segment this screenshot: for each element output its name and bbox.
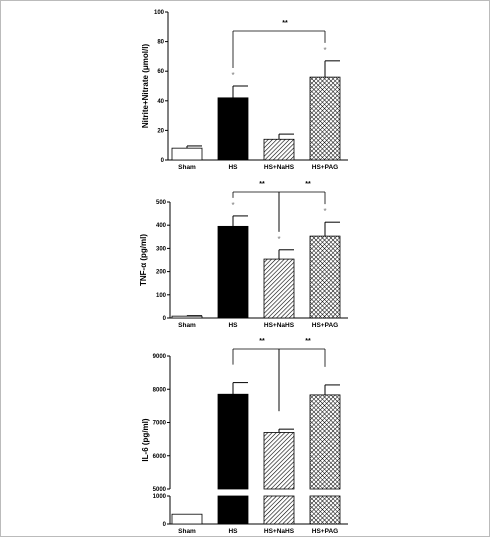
y-tick-label: 0 [163,316,167,322]
y-tick-label: 500 [156,200,167,206]
y-axis-label: Nitrite+Nitrate (μmol/l) [141,44,150,129]
bracket-label: ** [305,338,311,345]
y-tick-label: 20 [157,128,164,134]
bar-upper [217,393,249,490]
significance-star: * [323,46,326,55]
bar [309,76,341,161]
y-tick-label: 40 [157,99,164,105]
bar [171,147,203,161]
x-tick-label: HS [228,322,238,329]
y-axis-label: IL-6 (pg/ml) [141,418,150,461]
y-tick-label: 6000 [153,454,167,460]
y-tick-label: 200 [156,270,167,276]
x-tick-label: HS+NaHS [264,322,295,329]
bar-upper [263,432,295,490]
bracket-label: ** [259,181,265,188]
y-tick-label: 60 [157,69,164,75]
x-tick-label: Sham [178,164,196,171]
significance-star: * [231,71,234,80]
bar [217,495,249,525]
x-tick-label: Sham [178,528,196,535]
bar-upper [309,394,341,490]
y-tick-label: 100 [156,293,167,299]
bracket-label: ** [282,20,288,27]
y-tick-label: 0 [163,522,167,528]
bar [217,97,249,161]
x-tick-label: Sham [178,322,196,329]
x-tick-label: HS [228,528,238,535]
bar [217,225,249,319]
bar [171,513,203,525]
significance-star: * [231,201,234,210]
significance-star: * [277,235,280,244]
bar [263,138,295,161]
x-tick-label: HS+PAG [312,322,338,329]
bar [309,495,341,525]
y-tick-label: 0 [161,158,165,164]
y-tick-label: 8000 [153,387,167,393]
y-tick-label: 300 [156,246,167,252]
bar [263,495,295,525]
bar [263,258,295,319]
x-tick-label: HS+NaHS [264,528,295,535]
x-tick-label: HS+PAG [312,528,338,535]
y-tick-label: 9000 [153,354,167,360]
y-tick-label: 1000 [153,494,167,500]
y-tick-label: 100 [154,10,165,16]
y-tick-label: 5000 [153,487,167,493]
x-tick-label: HS [228,164,238,171]
significance-star: * [323,207,326,216]
bracket-label: ** [305,181,311,188]
bar [309,235,341,319]
x-tick-label: HS+NaHS [264,164,295,171]
y-tick-label: 80 [157,40,164,46]
y-tick-label: 7000 [153,421,167,427]
y-axis-label: TNF-α (pg/ml) [139,234,148,286]
x-tick-label: HS+PAG [312,164,338,171]
bracket-label: ** [259,338,265,345]
bar [171,315,203,319]
y-tick-label: 400 [156,223,167,229]
